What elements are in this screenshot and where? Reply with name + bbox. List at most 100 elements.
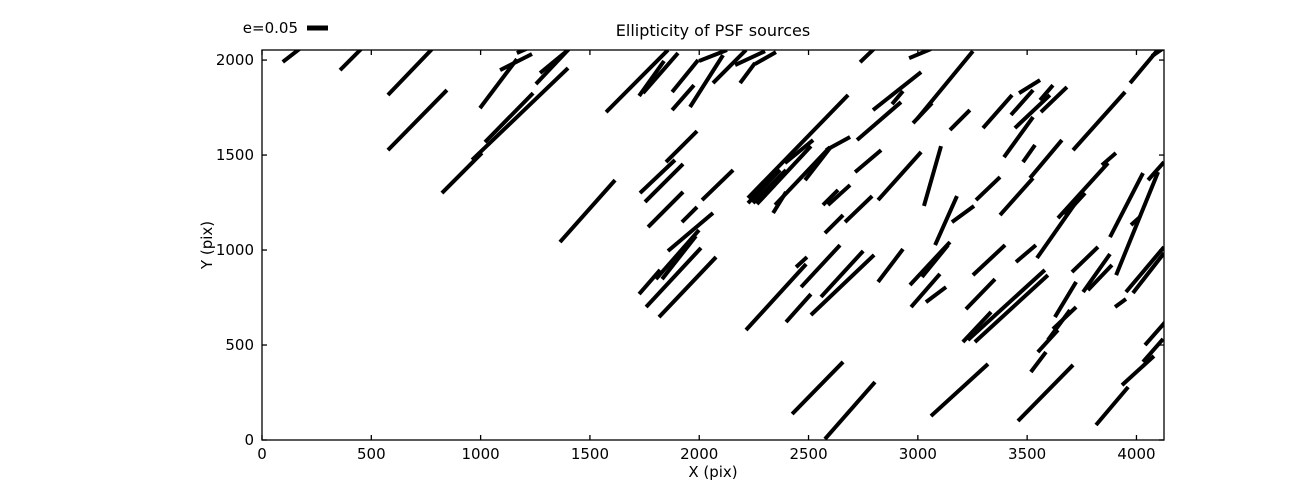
- whisker-segment: [924, 285, 948, 304]
- whisker-segment: [643, 162, 685, 204]
- whisker-segment: [1056, 161, 1110, 220]
- whisker-segment: [644, 246, 703, 309]
- whisker-segment: [825, 135, 852, 152]
- whisker-segment: [961, 310, 993, 344]
- whisker-segment: [470, 66, 570, 162]
- whisker-segment: [933, 195, 959, 246]
- whisker-segment: [973, 273, 1050, 344]
- x-tick-label: 2500: [789, 445, 827, 463]
- whisker-segment: [966, 268, 1047, 342]
- whisker-segment: [638, 158, 677, 195]
- whisker-segment: [1035, 190, 1085, 260]
- whisker-segment: [1070, 245, 1100, 274]
- whisker-segment: [948, 108, 972, 132]
- whisker-segment: [803, 146, 832, 182]
- whisker-segment: [646, 190, 685, 229]
- whisker-segment: [1124, 245, 1164, 294]
- whisker-segment: [1053, 280, 1078, 319]
- whisker-segment: [1129, 215, 1142, 227]
- whisker-segment: [1038, 83, 1055, 102]
- whisker-segment: [1094, 385, 1130, 427]
- whisker-segment: [1013, 93, 1052, 130]
- whisker-segment: [680, 205, 699, 224]
- whisker-segment: [746, 168, 782, 205]
- whisker-segment: [1016, 363, 1075, 423]
- axes-frame: [261, 49, 1165, 441]
- whisker-segment: [794, 255, 809, 269]
- x-tick-label: 3000: [899, 445, 937, 463]
- whisker-segment: [920, 243, 950, 279]
- tick-labels: 0 500 1000 1500 2000 2500 3000 3500 4000 0 500 1000…: [216, 51, 1156, 463]
- tick-marks: [261, 50, 1164, 441]
- plot-title: Ellipticity of PSF sources: [616, 21, 810, 40]
- whisker-segment: [666, 211, 715, 253]
- whisker-segment: [1017, 78, 1042, 95]
- y-tick-label: 1000: [216, 241, 254, 259]
- whisker-segment: [809, 253, 876, 317]
- whisker-segment: [971, 243, 1007, 277]
- whisker-segment: [483, 91, 535, 144]
- whisker-segment: [799, 243, 842, 289]
- whisker-segment: [698, 50, 728, 63]
- whisker-segment: [744, 262, 808, 332]
- whisker-segment: [1108, 172, 1145, 239]
- axes-spines: [261, 49, 1165, 441]
- x-tick-label: 1500: [571, 445, 609, 463]
- x-tick-label: 4000: [1117, 445, 1155, 463]
- whisker-segment: [1146, 160, 1164, 182]
- whisker-segment: [909, 272, 942, 309]
- whisker-segment: [908, 50, 932, 61]
- whisker-segment: [843, 194, 874, 224]
- whisker-segment: [738, 61, 757, 85]
- whisker-segment: [1120, 354, 1156, 387]
- whisker-segment: [890, 89, 905, 106]
- whisker-segment: [876, 247, 905, 284]
- whisker-segment: [670, 58, 700, 94]
- whisker-segment: [711, 50, 748, 85]
- x-tick-label: 500: [357, 445, 386, 463]
- whisker-segment: [783, 138, 815, 165]
- whisker-segment: [499, 52, 533, 72]
- whisker-segment: [1071, 90, 1127, 152]
- whisker-segment: [821, 188, 840, 207]
- whisker-segment: [1143, 320, 1164, 347]
- whisker-segment: [826, 183, 852, 207]
- y-tick-label: 500: [225, 336, 254, 354]
- whisker-segment: [771, 191, 788, 215]
- whisker-segment: [1029, 350, 1048, 374]
- whisker-segment: [858, 50, 876, 64]
- whisker-segment: [876, 150, 923, 202]
- whisker-segments-group: [281, 50, 1164, 440]
- whisker-segment: [670, 83, 696, 112]
- whisker-segment: [1021, 143, 1037, 164]
- whisker-segment: [1100, 151, 1118, 167]
- whisker-segment: [753, 50, 777, 66]
- x-axis-label: X (pix): [688, 463, 737, 481]
- whisker-segment: [853, 148, 883, 174]
- whisker-segment: [1131, 251, 1164, 295]
- whisker-segment: [746, 93, 850, 200]
- whisker-segment: [929, 362, 990, 418]
- whisker-segment: [950, 204, 976, 224]
- whisker-segment: [386, 88, 449, 152]
- whisker-segment: [534, 50, 571, 86]
- whisker-segment: [871, 70, 923, 112]
- whisker-segment: [1002, 115, 1035, 159]
- whisker-segment: [1009, 88, 1035, 117]
- whisker-segment: [964, 277, 997, 311]
- y-tick-label: 2000: [216, 51, 254, 69]
- whisker-segment: [1086, 263, 1114, 292]
- whisker-segment: [688, 54, 725, 109]
- whisker-segment: [641, 51, 680, 95]
- whisker-segment: [823, 380, 877, 440]
- whisker-segment: [1014, 243, 1038, 264]
- whisker-segment: [386, 50, 434, 97]
- whisker-segment: [819, 249, 865, 299]
- whisker-segment: [974, 175, 1002, 202]
- whisker-segment: [734, 50, 766, 67]
- whisker-segment: [915, 50, 975, 121]
- x-tick-label: 3500: [1008, 445, 1046, 463]
- y-axis-label: Y (pix): [198, 221, 216, 270]
